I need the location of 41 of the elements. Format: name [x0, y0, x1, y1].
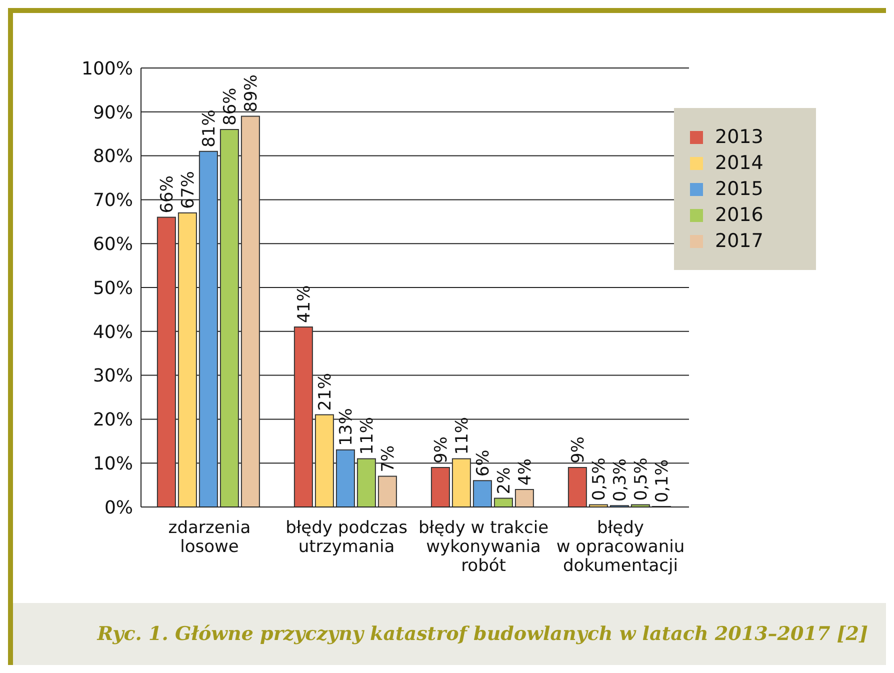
x-tick-label: błędy w trakcie wykonywania robót: [418, 518, 549, 576]
legend-label: 2015: [715, 178, 764, 200]
legend-label: 2016: [715, 204, 764, 226]
y-tick-label: 80%: [92, 146, 133, 168]
data-label: 9%: [568, 436, 588, 464]
y-tick-label: 40%: [92, 322, 133, 343]
data-label: 0,5%: [631, 458, 652, 501]
y-tick-label: 0%: [104, 497, 133, 518]
legend-label: 2017: [715, 230, 764, 252]
data-label: 0,5%: [589, 458, 610, 501]
data-label: 0,1%: [652, 459, 672, 503]
legend-label: 2014: [715, 152, 764, 174]
data-label: 9%: [431, 436, 452, 464]
y-tick-label: 20%: [92, 410, 133, 431]
data-label: 13%: [336, 408, 356, 446]
y-tick-label: 70%: [92, 190, 133, 212]
data-label: 0,3%: [610, 458, 630, 502]
y-tick-label: 50%: [92, 278, 133, 299]
data-label: 21%: [315, 373, 336, 411]
x-tick-label: błędy w opracowaniu dokumentacji: [556, 518, 685, 576]
data-label: 6%: [473, 450, 494, 477]
data-label: 67%: [178, 171, 198, 209]
data-label: 4%: [515, 458, 536, 486]
y-tick-label: 60%: [92, 234, 133, 255]
data-label: 86%: [220, 88, 240, 126]
data-label: 11%: [452, 416, 472, 455]
data-label: 66%: [157, 175, 178, 214]
data-label: 41%: [294, 285, 314, 324]
y-tick-label: 10%: [92, 453, 133, 474]
data-label: 7%: [378, 445, 398, 472]
text: Ryc. 1. Główne przyczyny katastrof budowlanych w latach 2013–2017 [2]: [97, 623, 868, 645]
data-label: 2%: [494, 467, 514, 494]
data-label: 81%: [199, 110, 220, 148]
y-tick-label: 90%: [92, 102, 133, 124]
x-tick-label: błędy podczas utrzymania: [286, 518, 408, 557]
legend-label: 2013: [715, 126, 764, 148]
y-tick-label: 30%: [92, 366, 133, 387]
x-tick-label: zdarzenia losowe: [168, 518, 251, 557]
y-tick-label: 100%: [82, 58, 133, 80]
data-label: 89%: [241, 74, 262, 112]
data-label: 11%: [357, 416, 378, 455]
